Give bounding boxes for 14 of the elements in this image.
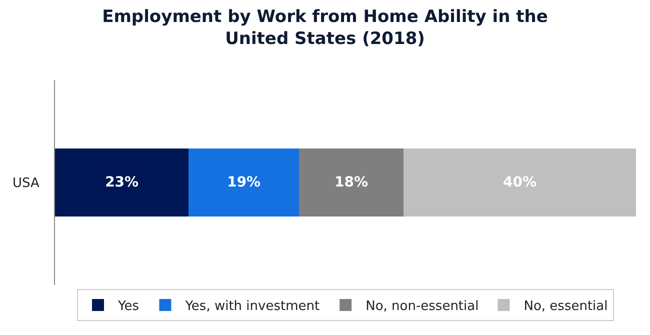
legend-label: No, essential [524,299,608,314]
y-tick-label: USA [12,176,40,192]
data-label: 40% [503,174,537,190]
data-label: 23% [105,174,139,190]
bar [299,148,404,216]
bar [188,148,300,216]
legend-label: Yes, with investment [184,299,320,314]
bar [404,148,636,216]
bar [55,148,189,216]
chart-title: Employment by Work from Home Ability in the United States (2018) [102,7,548,50]
data-label: 19% [227,174,261,190]
legend-label: No, non-essential [366,299,479,314]
legend-label: Yes [117,299,140,314]
data-label: 18% [334,174,368,190]
